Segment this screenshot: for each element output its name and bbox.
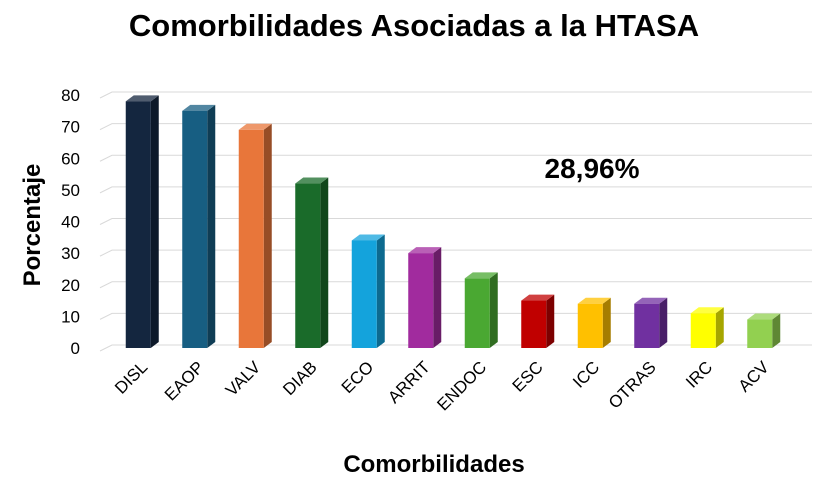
x-tick-label: DIAB: [279, 358, 320, 399]
gridline: [99, 218, 812, 225]
gridline: [99, 281, 812, 289]
bar-front: [351, 240, 377, 348]
gridline: [99, 91, 812, 99]
bar-top: [408, 247, 442, 254]
y-tick-label: 30: [61, 244, 80, 263]
bar-esc: [521, 294, 555, 348]
gridlines: [99, 91, 812, 352]
bar-arrit: [408, 247, 442, 348]
x-axis-title: Comorbilidades: [343, 451, 524, 478]
x-tick-label: ESC: [509, 358, 547, 396]
bar-eco: [351, 234, 385, 348]
y-tick-label: 60: [61, 149, 80, 168]
x-tick-label: ICC: [569, 358, 603, 392]
bar-top: [747, 313, 781, 320]
bar-front: [125, 101, 151, 348]
percentage-annotation: 28,96%: [545, 153, 640, 184]
bar-otras: [634, 297, 668, 348]
bar-side: [489, 272, 498, 348]
bar-side: [715, 307, 724, 348]
bar-top: [634, 297, 668, 304]
bar-front: [521, 300, 547, 348]
bar-top: [295, 177, 329, 184]
x-tick-label: EAOP: [161, 358, 208, 405]
y-tick-label: 50: [61, 181, 80, 200]
bar-front: [238, 129, 264, 348]
bar-side: [433, 247, 442, 348]
bar-endoc: [464, 272, 498, 348]
x-tick-label: ARRIT: [384, 358, 433, 407]
x-tick-label: ENDOC: [433, 358, 490, 415]
bar-top: [690, 307, 724, 314]
x-tick-label: IRC: [682, 358, 716, 392]
bar-side: [602, 297, 611, 348]
bar-front: [690, 313, 716, 348]
bar-side: [150, 95, 159, 348]
y-tick-label: 70: [61, 118, 80, 137]
bar-front: [747, 319, 773, 348]
bar-side: [546, 294, 555, 348]
y-axis-title: Porcentaje: [19, 164, 46, 287]
bar-disl: [125, 95, 159, 348]
gridline: [99, 249, 812, 257]
x-tick-label: ACV: [735, 357, 774, 396]
bar-side: [376, 234, 385, 348]
x-tick-label: ECO: [338, 358, 377, 397]
y-axis-ticks: 0 10 20 30 40 50 60 70 80: [61, 86, 80, 358]
bar-eaop: [182, 104, 216, 348]
x-tick-label: VALV: [222, 357, 265, 400]
x-tick-label: DISL: [111, 358, 151, 398]
bar-side: [207, 104, 216, 348]
bar-side: [659, 297, 668, 348]
bar-side: [772, 313, 781, 348]
gridline: [99, 186, 812, 194]
gridline: [99, 123, 812, 131]
bar-front: [464, 278, 490, 348]
gridline: [99, 154, 812, 162]
bar-front: [182, 110, 208, 348]
bar-top: [464, 272, 498, 279]
bar-irc: [690, 307, 724, 348]
bar-top: [351, 234, 385, 241]
x-axis-ticks: DISL EAOP VALV DIAB ECO ARRIT ENDOC ESC ICC OTRAS…: [111, 357, 773, 414]
bar-side: [263, 123, 272, 348]
y-tick-label: 40: [61, 213, 80, 232]
chart-title: Comorbilidades Asociadas a la HTASA: [128, 8, 700, 43]
bar-top: [238, 123, 272, 130]
bar-front: [634, 303, 660, 348]
bar-icc: [577, 297, 611, 348]
x-tick-label: OTRAS: [605, 358, 660, 413]
bar-side: [320, 177, 329, 348]
bar-front: [408, 253, 434, 348]
y-tick-label: 80: [61, 86, 80, 105]
bars: [125, 95, 781, 348]
y-tick-label: 10: [61, 307, 80, 326]
bar-front: [295, 183, 321, 348]
bar-top: [521, 294, 555, 301]
bar-top: [125, 95, 159, 102]
bar-diab: [295, 177, 329, 348]
y-tick-label: 0: [71, 339, 80, 358]
bar-valv: [238, 123, 272, 348]
bar-top: [182, 104, 216, 111]
bar-top: [577, 297, 611, 304]
y-tick-label: 20: [61, 276, 80, 295]
bar-acv: [747, 313, 781, 348]
bar-front: [577, 303, 603, 348]
